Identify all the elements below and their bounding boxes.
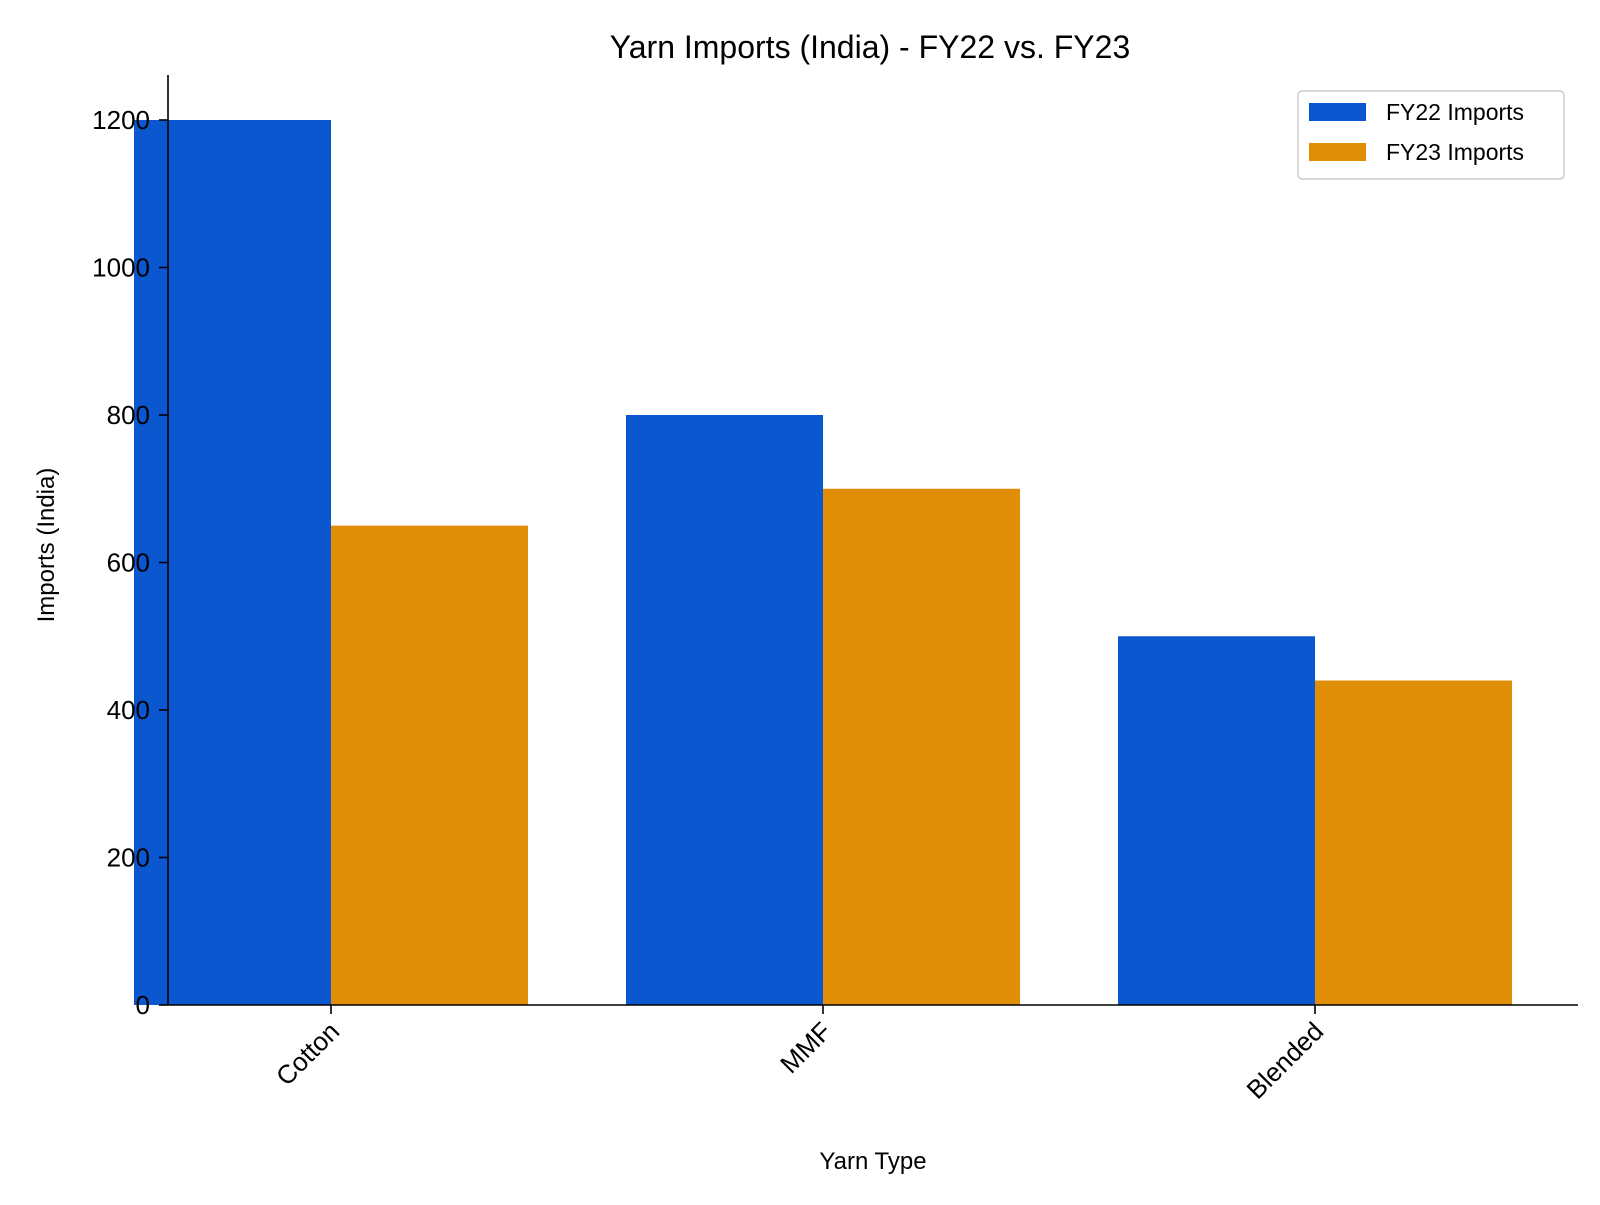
y-tick-label: 400	[107, 695, 150, 725]
bar-mmf-fy22	[626, 415, 823, 1005]
x-tick-label-blended: Blended	[1241, 1016, 1330, 1105]
y-tick-label: 0	[136, 990, 150, 1020]
y-axis-label: Imports (India)	[33, 468, 60, 623]
x-ticks-group: Cotton MMF Blended	[270, 1005, 1329, 1105]
legend: FY22 Imports FY23 Imports	[1297, 90, 1565, 180]
legend-label-fy22: FY22 Imports	[1386, 99, 1524, 125]
x-tick-label-cotton: Cotton	[270, 1016, 345, 1091]
y-tick-label: 800	[107, 400, 150, 430]
x-axis-label: Yarn Type	[819, 1148, 926, 1175]
y-tick-label: 1200	[92, 105, 150, 135]
y-tick-label: 1000	[92, 253, 150, 283]
x-tick-label-mmf: MMF	[774, 1016, 837, 1079]
bar-blended-fy23	[1315, 680, 1512, 1005]
legend-label-fy23: FY23 Imports	[1386, 139, 1524, 165]
bar-cotton-fy23	[331, 525, 528, 1005]
y-tick-label: 200	[107, 843, 150, 873]
chart-title: Yarn Imports (India) - FY22 vs. FY23	[610, 29, 1130, 65]
bars-group	[134, 120, 1512, 1005]
legend-swatch-fy22	[1309, 103, 1366, 121]
y-tick-label: 600	[107, 548, 150, 578]
bar-blended-fy22	[1118, 636, 1315, 1005]
bar-mmf-fy23	[823, 488, 1020, 1005]
legend-swatch-fy23	[1309, 143, 1366, 161]
y-ticks-group: 0 200 400 600 800 1000 1200	[92, 105, 168, 1020]
